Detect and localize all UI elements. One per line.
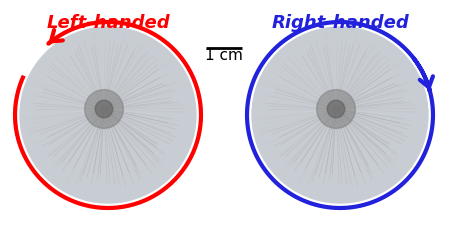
Text: Left-handed: Left-handed <box>46 14 170 32</box>
Text: Right-handed: Right-handed <box>271 14 409 32</box>
Circle shape <box>20 27 196 203</box>
Text: 1 cm: 1 cm <box>205 48 243 63</box>
Circle shape <box>327 100 345 118</box>
Circle shape <box>85 90 123 128</box>
Circle shape <box>252 27 428 203</box>
Circle shape <box>317 90 356 128</box>
Circle shape <box>95 100 113 118</box>
